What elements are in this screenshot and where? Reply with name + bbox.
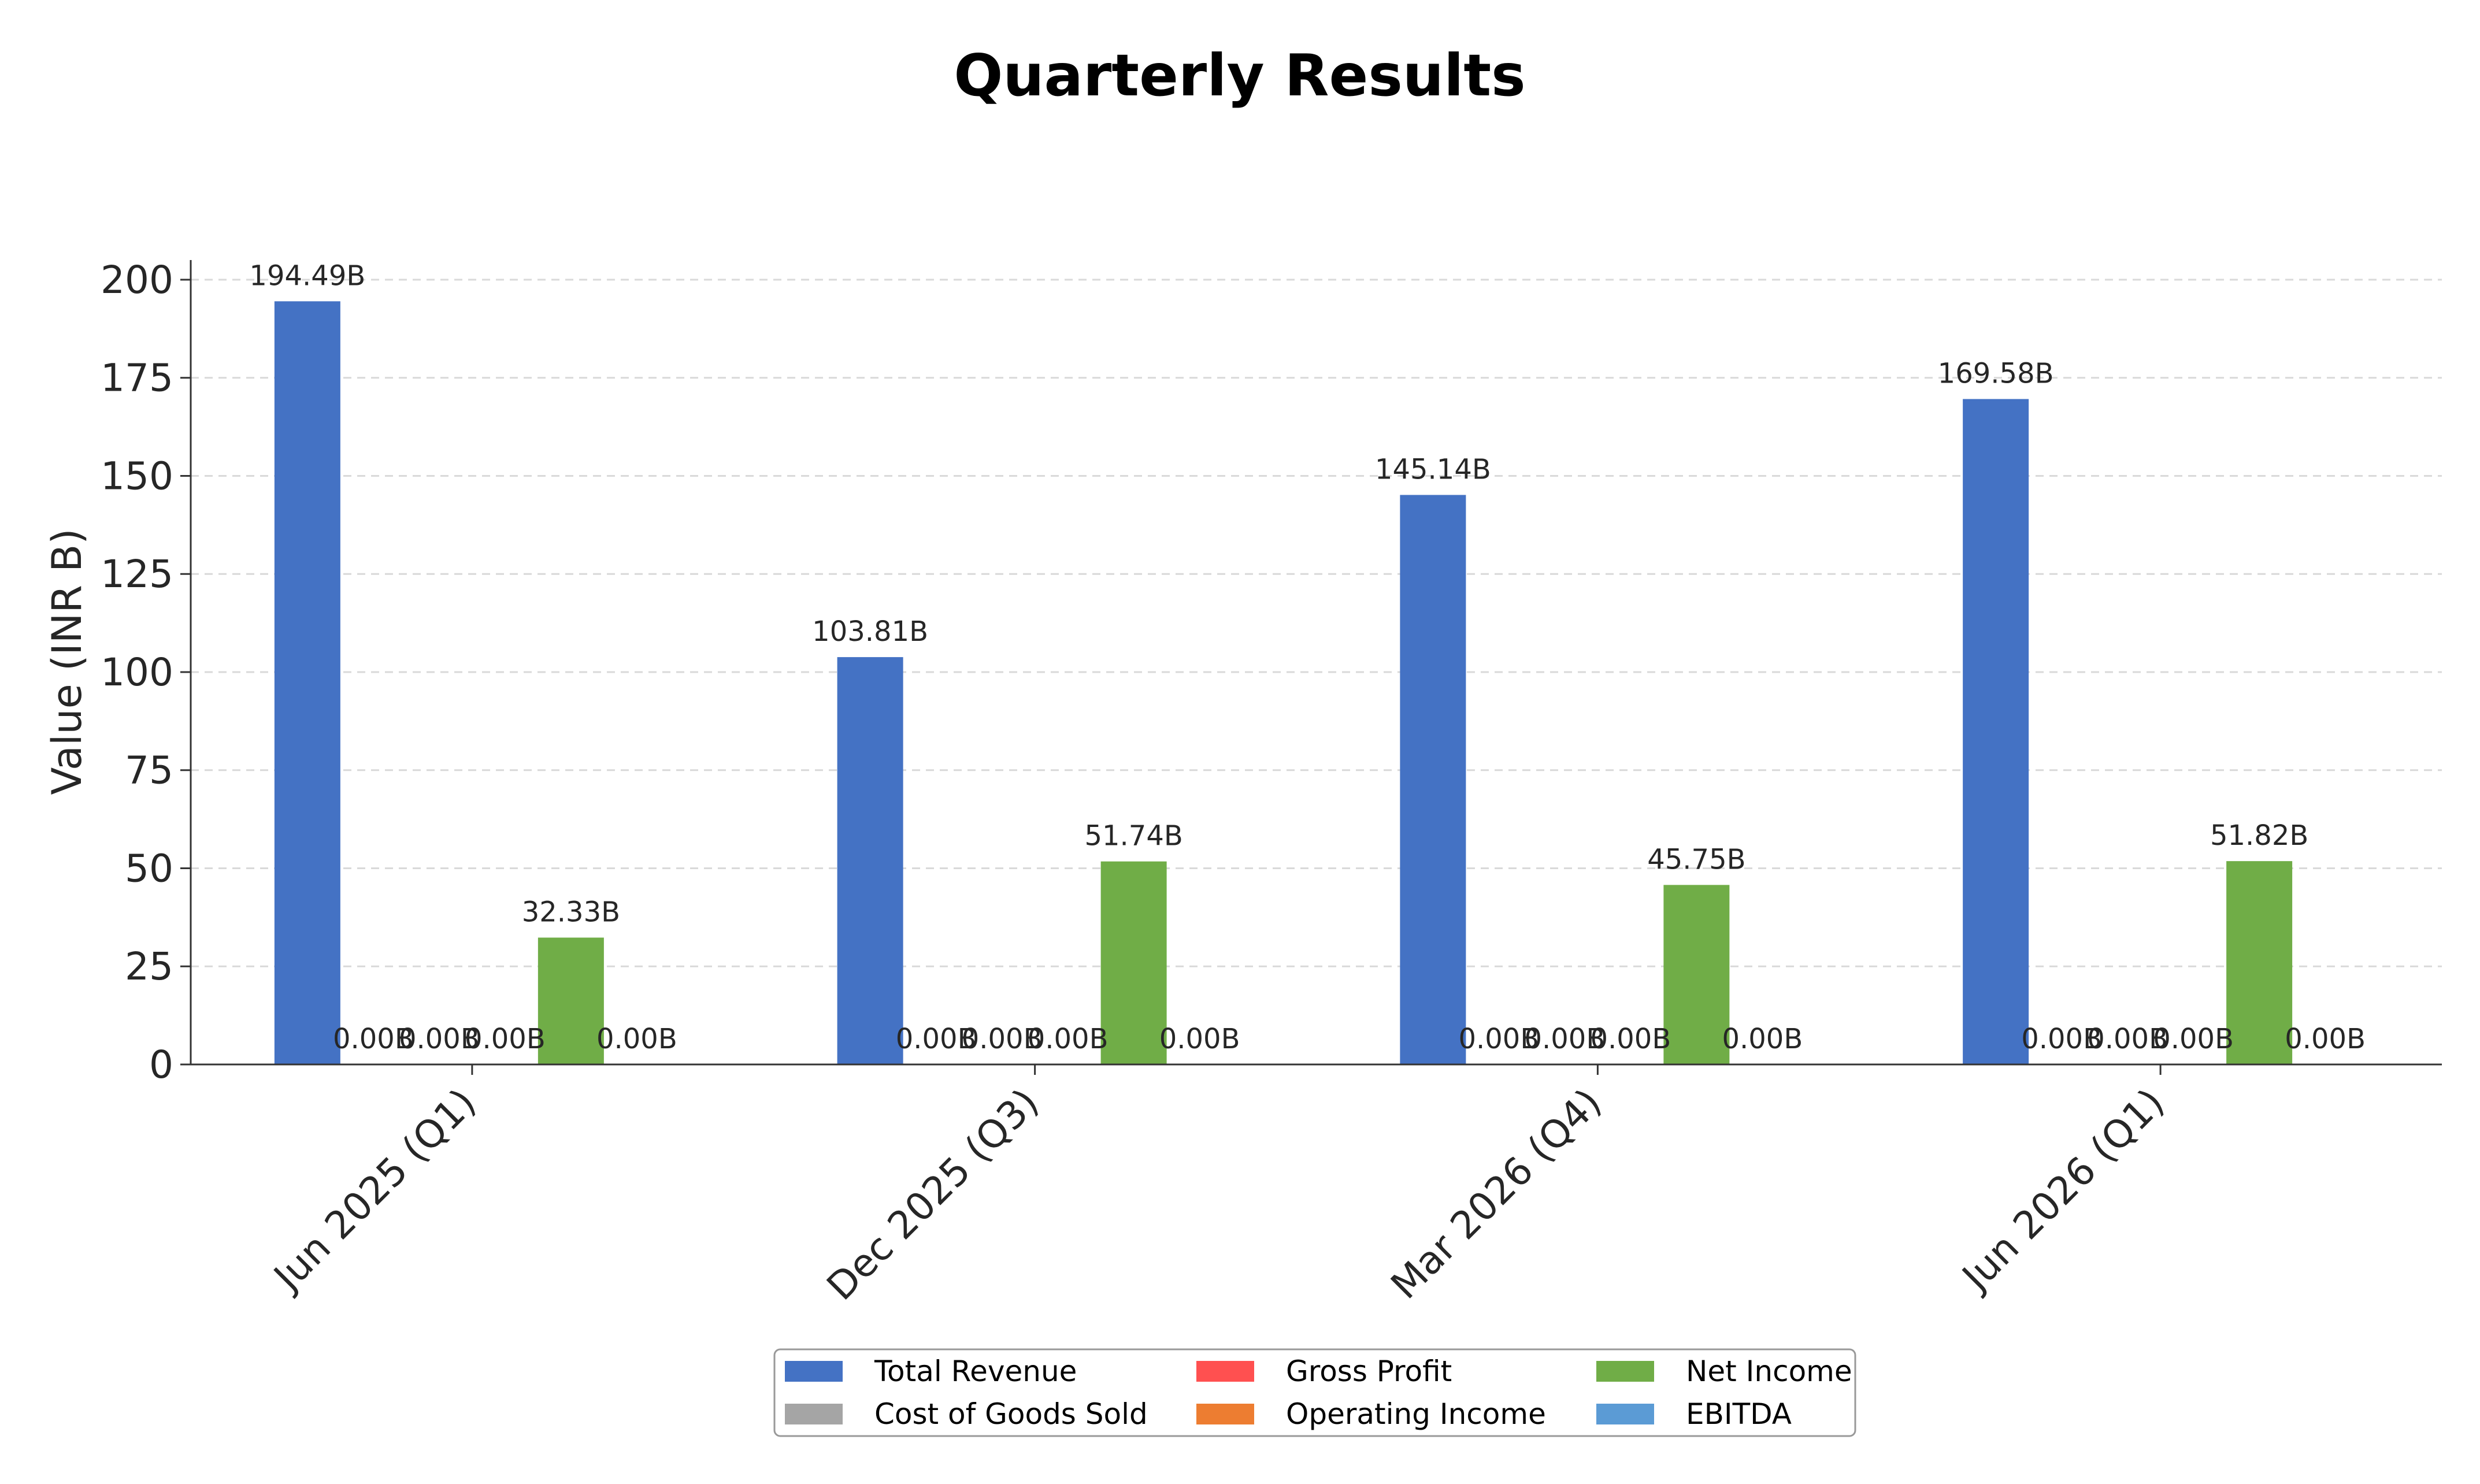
legend-label: Gross Profit (1286, 1355, 1452, 1388)
y-tick-label: 75 (125, 748, 173, 793)
y-tick-label: 25 (125, 944, 173, 989)
bar-value-label: 194.49B (249, 259, 365, 292)
grid-lines (191, 279, 2442, 967)
bar-value-label: 169.58B (1938, 358, 2054, 390)
bar-value-label: 0.00B (2285, 1023, 2366, 1055)
bar-value-label: 0.00B (1524, 1023, 1605, 1055)
bar (1963, 399, 2029, 1064)
legend-label: Cost of Goods Sold (874, 1397, 1148, 1431)
bar-value-label: 0.00B (2153, 1023, 2234, 1055)
y-tick-label: 175 (101, 356, 173, 400)
bars (274, 301, 2293, 1064)
legend-swatch (785, 1404, 843, 1424)
bar-value-label: 45.75B (1647, 843, 1745, 875)
bar-value-label: 0.00B (465, 1023, 546, 1055)
bar-value-label: 51.82B (2210, 819, 2308, 852)
bar (274, 301, 340, 1064)
bar-value-label: 32.33B (522, 896, 620, 928)
bar-value-label: 0.00B (399, 1023, 480, 1055)
bar (537, 937, 604, 1064)
legend-swatch (1596, 1361, 1654, 1382)
bar-value-label: 0.00B (1159, 1023, 1240, 1055)
y-tick-label: 125 (101, 552, 173, 596)
bar-value-label: 0.00B (896, 1023, 977, 1055)
bar-value-label: 0.00B (1458, 1023, 1539, 1055)
legend: Total Revenue Cost of Goods Sold Gross Pro… (773, 1348, 1856, 1437)
legend-swatch (1196, 1404, 1254, 1424)
legend-swatch (785, 1361, 843, 1382)
bar (2226, 861, 2293, 1064)
legend-label: EBITDA (1686, 1397, 1792, 1431)
bar-value-label: 51.74B (1084, 820, 1182, 852)
chart-title: Quarterly Results (954, 42, 1525, 109)
bar-value-label: 0.00B (1590, 1023, 1671, 1055)
legend-label: Total Revenue (874, 1355, 1077, 1388)
bar-value-label: 0.00B (596, 1023, 677, 1055)
y-tick-label: 200 (101, 258, 173, 302)
y-tick-label: 100 (101, 650, 173, 695)
legend-swatch (1596, 1404, 1654, 1424)
bar (837, 657, 903, 1064)
bar-value-label: 0.00B (962, 1023, 1043, 1055)
bar-value-label: 0.00B (1028, 1023, 1109, 1055)
legend-swatch (1196, 1361, 1254, 1382)
legend-label: Net Income (1686, 1355, 1852, 1388)
legend-box (773, 1348, 1856, 1437)
bar (1663, 885, 1730, 1064)
bar-value-label: 0.00B (2087, 1023, 2168, 1055)
bar-value-label: 0.00B (2021, 1023, 2102, 1055)
y-tick-label: 50 (125, 846, 173, 891)
legend-label: Operating Income (1286, 1397, 1546, 1431)
bar (1400, 495, 1466, 1064)
bar-value-label: 145.14B (1375, 453, 1491, 485)
bar-value-label: 0.00B (1722, 1023, 1803, 1055)
bar-value-label: 103.81B (812, 615, 928, 648)
y-axis-label: Value (INR B) (43, 528, 91, 795)
data-labels: 194.49B0.00B0.00B0.00B32.33B0.00B103.81B… (249, 259, 2366, 1055)
bar-value-label: 0.00B (333, 1023, 414, 1055)
y-tick-label: 150 (101, 454, 173, 498)
y-tick-label: 0 (149, 1042, 173, 1087)
bar (1100, 861, 1167, 1064)
